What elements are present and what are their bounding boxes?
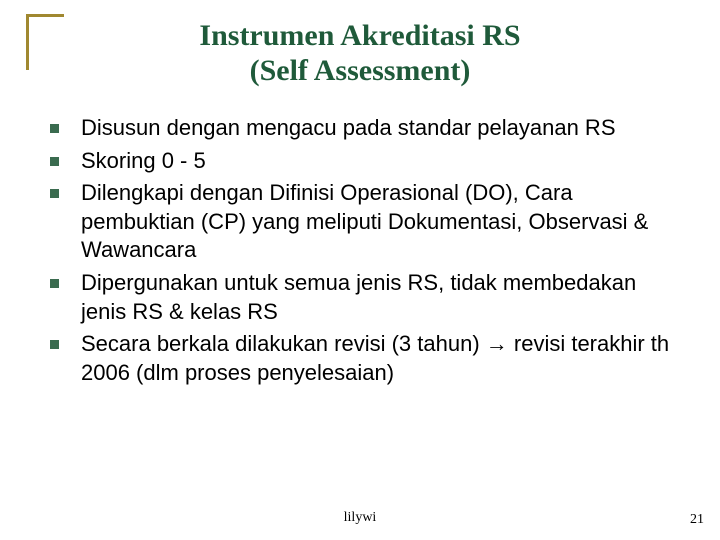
title-rule-horizontal — [26, 14, 64, 17]
slide: Instrumen Akreditasi RS (Self Assessment… — [0, 0, 720, 540]
square-bullet-icon — [50, 189, 59, 198]
square-bullet-icon — [50, 340, 59, 349]
list-item-text: Dipergunakan untuk semua jenis RS, tidak… — [81, 269, 680, 326]
title-line-2: (Self Assessment) — [250, 54, 471, 87]
square-bullet-icon — [50, 124, 59, 133]
list-item: Disusun dengan mengacu pada standar pela… — [50, 114, 680, 143]
bullet-list: Disusun dengan mengacu pada standar pela… — [50, 114, 680, 391]
list-item: Secara berkala dilakukan revisi (3 tahun… — [50, 330, 680, 387]
list-item-text: Secara berkala dilakukan revisi (3 tahun… — [81, 330, 680, 387]
list-item-text: Skoring 0 - 5 — [81, 147, 680, 176]
list-item: Dipergunakan untuk semua jenis RS, tidak… — [50, 269, 680, 326]
square-bullet-icon — [50, 157, 59, 166]
page-number: 21 — [690, 512, 704, 528]
slide-title: Instrumen Akreditasi RS (Self Assessment… — [0, 18, 720, 89]
list-item-text: Dilengkapi dengan Difinisi Operasional (… — [81, 179, 680, 265]
square-bullet-icon — [50, 279, 59, 288]
list-item: Dilengkapi dengan Difinisi Operasional (… — [50, 179, 680, 265]
footer-author: lilywi — [0, 510, 720, 526]
list-item-text: Disusun dengan mengacu pada standar pela… — [81, 114, 680, 143]
title-line-1: Instrumen Akreditasi RS — [199, 19, 520, 52]
list-item: Skoring 0 - 5 — [50, 147, 680, 176]
